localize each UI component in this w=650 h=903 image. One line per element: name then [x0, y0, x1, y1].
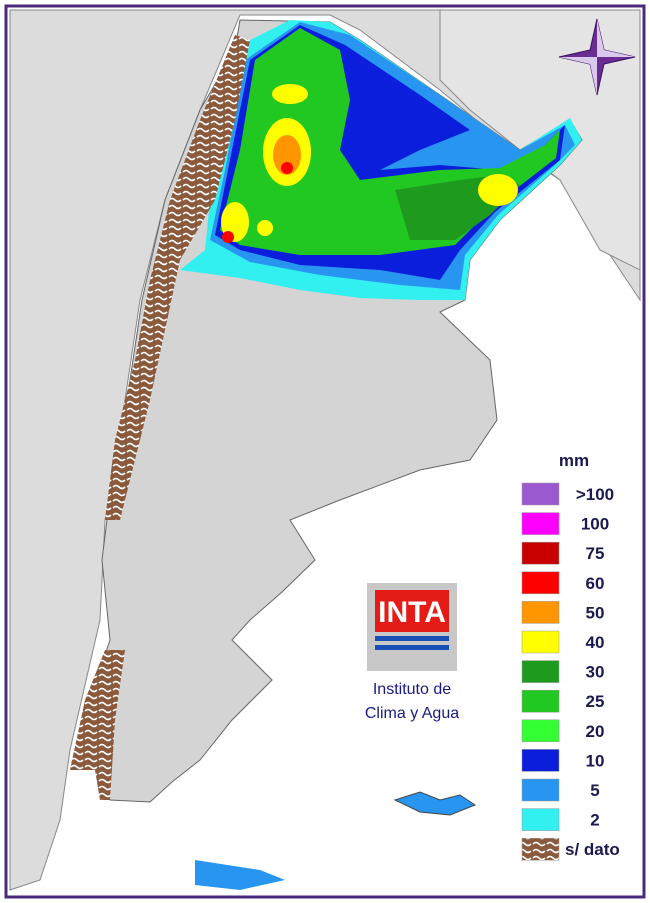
rain-40mm: [272, 84, 308, 104]
islands: [393, 791, 477, 816]
legend-label: >100: [576, 485, 614, 504]
logo-caption: Instituto de: [373, 681, 451, 698]
legend-swatch: [521, 541, 560, 565]
logo-text: INTA: [378, 596, 446, 629]
legend-swatch: [521, 837, 560, 861]
legend-swatch: [521, 689, 560, 713]
legend-swatch: [521, 778, 560, 802]
logo-stripe: [375, 636, 449, 641]
logo-stripe: [375, 645, 449, 650]
logo-caption: Clima y Agua: [365, 705, 459, 722]
legend-label: 30: [586, 663, 605, 682]
legend-label: 20: [586, 722, 605, 741]
legend-label: 25: [586, 692, 605, 711]
legend-swatch: [521, 660, 560, 683]
logo: INTA Instituto de Clima y Agua: [365, 583, 459, 722]
legend-label: 10: [586, 751, 605, 770]
legend-swatch: [521, 571, 560, 595]
legend-label: 60: [586, 574, 605, 593]
frame: [4, 4, 646, 899]
no-data-area: [70, 650, 125, 800]
rain-60mm: [222, 231, 234, 243]
no-data-area: [105, 35, 250, 520]
rain-60mm: [281, 162, 293, 174]
legend-title: mm: [559, 451, 589, 470]
legend-swatch: [521, 512, 560, 535]
legend-label: 40: [586, 633, 605, 652]
rain-40mm: [478, 174, 518, 206]
legend-swatch: [521, 749, 560, 772]
legend-label: 5: [590, 781, 599, 800]
logo-red: [375, 590, 449, 632]
legend-swatch: [521, 482, 560, 506]
rain-40mm: [257, 220, 273, 236]
rain-50mm: [273, 135, 301, 175]
legend-label: 75: [586, 544, 605, 563]
legend-label: 50: [586, 603, 605, 622]
legend-swatch: [521, 808, 560, 831]
legend: mm >100 100 75 60 50 40 30 25 20 10 5 2 s/ dato: [521, 451, 620, 861]
legend-swatch: [521, 719, 560, 743]
legend-label: s/ dato: [565, 840, 620, 859]
rain-tierra-del-fuego: [195, 860, 285, 890]
legend-swatch: [521, 601, 560, 624]
compass: [558, 18, 636, 96]
legend-label: 2: [590, 811, 599, 830]
legend-swatch: [521, 630, 560, 654]
legend-label: 100: [581, 515, 609, 534]
